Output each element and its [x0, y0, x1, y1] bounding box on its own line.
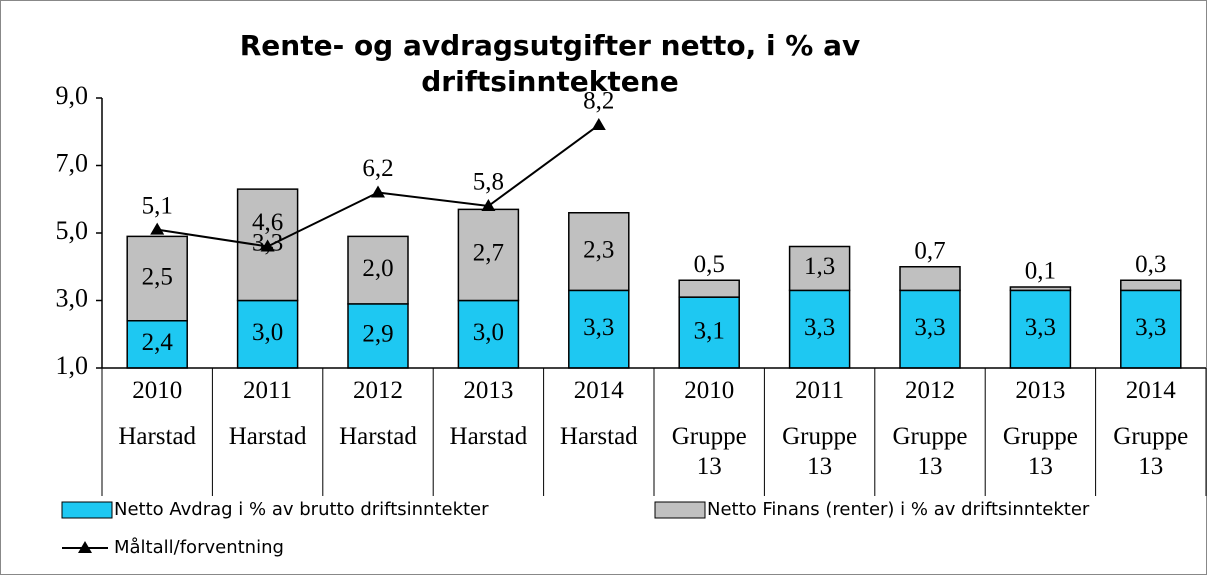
- data-label: 2,7: [473, 240, 504, 267]
- y-tick-label: 1,0: [56, 351, 89, 380]
- x-group-label: Harstad: [339, 423, 417, 450]
- legend-marker: [78, 541, 92, 553]
- bar: [678, 296, 740, 369]
- bar: [788, 245, 851, 292]
- y-tick-label: 3,0: [56, 283, 89, 312]
- data-label: 2,9: [362, 321, 393, 348]
- data-label: 2,5: [142, 263, 173, 290]
- bar: [1009, 289, 1072, 369]
- x-tick-label: 2011: [243, 377, 293, 404]
- x-tick-label: 2012: [905, 377, 955, 404]
- data-label: 3,1: [694, 317, 725, 344]
- x-tick-label: 2011: [795, 377, 845, 404]
- x-group-label: Harstad: [118, 423, 197, 450]
- x-group-label: Gruppe 13: [892, 423, 968, 480]
- legend-swatch: [61, 501, 113, 519]
- x-group-label: Gruppe 13: [671, 423, 747, 480]
- data-label: 6,2: [362, 155, 393, 182]
- x-group-label: Harstad: [559, 423, 638, 450]
- bar: [126, 235, 188, 322]
- x-group-label: Gruppe 13: [1113, 423, 1189, 480]
- data-label: 0,7: [914, 237, 945, 264]
- bar: [1120, 279, 1182, 292]
- x-group-label: Gruppe 13: [782, 423, 858, 480]
- bar: [126, 320, 188, 369]
- data-label: 3,3: [914, 314, 945, 341]
- line-marker: [481, 199, 496, 211]
- chart-title: Rente- og avdragsutgifter netto, i % av …: [239, 29, 861, 98]
- x-group-label: Harstad: [228, 423, 307, 450]
- line-marker: [591, 118, 606, 130]
- x-tick-label: 2012: [353, 377, 403, 404]
- bar: [568, 212, 630, 292]
- y-tick-label: 9,0: [56, 81, 89, 110]
- data-label: 2,0: [362, 255, 393, 282]
- y-tick-label: 5,0: [56, 216, 89, 245]
- bar: [347, 235, 409, 305]
- data-label: 3,3: [1135, 314, 1166, 341]
- data-label: 3,0: [473, 319, 504, 346]
- line-marker: [150, 222, 165, 235]
- legend-swatch: [654, 501, 706, 519]
- y-tick-label: 7,0: [56, 148, 89, 177]
- data-label: 3,0: [252, 319, 283, 346]
- x-tick-label: 2010: [132, 377, 183, 404]
- line-marker: [371, 185, 385, 198]
- data-label: 2,4: [142, 329, 174, 356]
- data-label: 5,8: [473, 169, 504, 196]
- bar: [568, 289, 630, 369]
- data-label: 4,6: [252, 209, 283, 236]
- bar: [899, 266, 961, 292]
- data-label: 3,3: [1025, 314, 1056, 341]
- data-label: 0,5: [694, 251, 725, 278]
- line-marker: [260, 239, 275, 252]
- x-tick-label: 2010: [684, 377, 735, 404]
- legend-label: Netto Finans (renter) i % av driftsinnte…: [707, 499, 1090, 520]
- data-label: 3,3: [583, 314, 614, 341]
- bar: [457, 299, 520, 369]
- x-tick-label: 2013: [463, 377, 514, 404]
- data-label: 0,1: [1025, 258, 1056, 285]
- data-label: 3,3: [804, 314, 835, 341]
- legend-label: Netto Avdrag i % av brutto driftsinntekt…: [114, 499, 489, 520]
- data-label: 1,3: [804, 253, 835, 280]
- data-label: 0,3: [1135, 251, 1166, 278]
- data-label: 5,1: [142, 192, 173, 219]
- bar: [678, 279, 740, 298]
- x-group-label: Gruppe 13: [1002, 423, 1078, 480]
- data-label: 8,2: [583, 88, 614, 115]
- x-tick-label: 2014: [1125, 377, 1176, 404]
- x-group-label: Harstad: [449, 423, 528, 450]
- data-label: 2,3: [583, 236, 614, 263]
- bar: [1009, 286, 1072, 292]
- bar: [788, 289, 851, 369]
- x-tick-label: 2013: [1015, 377, 1066, 404]
- x-tick-label: 2014: [573, 377, 624, 404]
- legend-label: Måltall/forventning: [114, 537, 284, 558]
